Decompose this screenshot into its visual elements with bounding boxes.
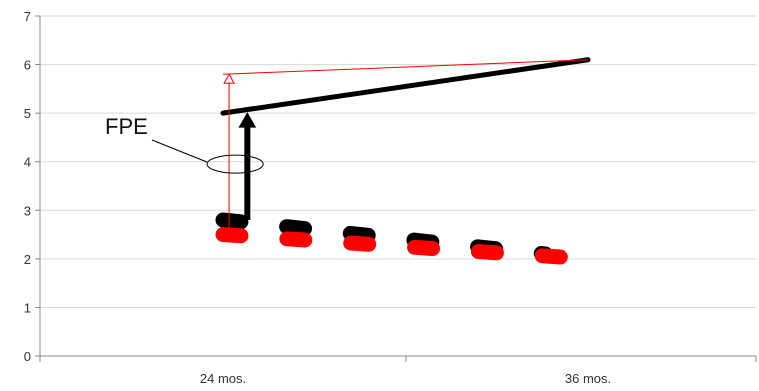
annotation-group: FPE — [105, 114, 264, 174]
arrow-head-1 — [223, 73, 235, 84]
annotation-leader-line — [151, 139, 208, 163]
y-tick-labels: 0 1 2 3 4 5 6 7 — [24, 9, 31, 364]
y-tick-label-2: 2 — [24, 252, 31, 267]
gridlines — [40, 15, 756, 308]
x-tick-label-0: 24 mos. — [200, 371, 246, 386]
y-tick-label-3: 3 — [24, 203, 31, 218]
axes — [35, 15, 757, 362]
y-tick-label-4: 4 — [24, 155, 31, 170]
annotation-ellipse — [206, 154, 264, 174]
y-tick-label-5: 5 — [24, 106, 31, 121]
y-tick-label-7: 7 — [24, 9, 31, 24]
y-tick-label-0: 0 — [24, 349, 31, 364]
series-line-0 — [220, 57, 591, 116]
series-line-3 — [215, 227, 596, 267]
annotation-label: FPE — [105, 114, 148, 139]
y-tick-label-1: 1 — [24, 300, 31, 315]
x-tick-label-1: 36 mos. — [565, 371, 611, 386]
arrows-group — [223, 73, 257, 235]
x-tick-labels: 24 mos. 36 mos. — [200, 371, 611, 386]
arrow-head-0 — [238, 112, 257, 128]
series-group — [215, 57, 596, 267]
y-tick-label-6: 6 — [24, 58, 31, 73]
series-line-1 — [222, 59, 589, 75]
